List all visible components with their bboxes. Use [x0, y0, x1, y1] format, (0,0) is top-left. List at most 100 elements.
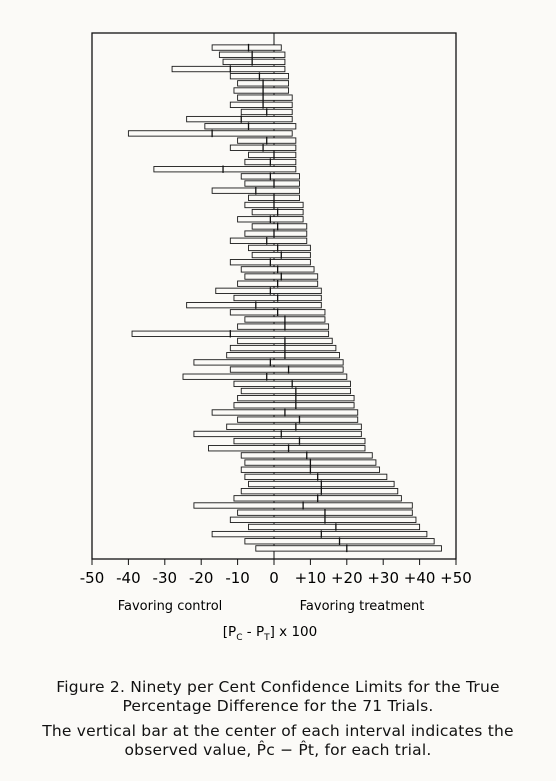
trial-interval	[244, 537, 435, 545]
trial-interval	[229, 516, 417, 524]
interval-bar	[222, 58, 286, 66]
plot-area: -50 -40 -30 -20 -10 0 +10 +20 +30 +40 +50	[80, 32, 472, 587]
interval-bar	[211, 530, 428, 538]
trial-interval	[237, 337, 333, 345]
trial-interval	[211, 43, 282, 52]
trial-interval	[186, 115, 293, 123]
confidence-interval-chart: -50 -40 -30 -20 -10 0 +10 +20 +30 +40 +50 Favoring…	[80, 32, 472, 643]
interval-bar	[248, 523, 421, 531]
trial-interval	[237, 415, 359, 424]
trial-interval	[251, 251, 311, 259]
x-tick-label: -30	[153, 569, 178, 587]
trial-interval	[237, 136, 297, 145]
interval-bar	[127, 130, 293, 137]
interval-bar	[237, 416, 359, 423]
trial-interval	[215, 287, 322, 295]
trial-interval	[244, 158, 297, 166]
trial-interval	[237, 279, 319, 288]
interval-bar	[229, 101, 293, 108]
interval-bar	[229, 516, 417, 523]
x-tick-label: +30	[367, 569, 399, 587]
interval-bar	[171, 65, 286, 73]
trial-interval	[127, 129, 293, 138]
trial-interval	[240, 466, 381, 474]
figure-caption-title: Figure 2. Ninety per Cent Confidence Lim…	[56, 678, 500, 696]
interval-bar	[248, 151, 297, 159]
trial-interval	[251, 208, 304, 216]
trial-interval	[233, 401, 355, 410]
trial-interval	[255, 544, 442, 553]
trial-interval	[237, 93, 293, 102]
interval-bar	[233, 402, 355, 409]
trial-interval	[233, 294, 322, 302]
trial-interval	[226, 423, 362, 431]
interval-bar	[186, 115, 293, 123]
x-tick-label: 0	[269, 569, 279, 587]
trial-interval	[233, 86, 290, 95]
trial-interval	[248, 244, 311, 252]
trial-interval	[171, 65, 286, 73]
trial-interval	[244, 473, 388, 481]
figure-caption-body: The vertical bar at the center of each i…	[42, 722, 514, 740]
trial-interval	[240, 172, 300, 181]
favoring-control-label: Favoring control	[118, 599, 223, 614]
x-axis-ticks: -50 -40 -30 -20 -10 0 +10 +20 +30 +40 +50	[80, 559, 472, 587]
trial-interval	[244, 201, 304, 209]
interval-bar	[251, 223, 308, 230]
interval-bar	[255, 545, 442, 552]
trial-interval	[226, 351, 340, 359]
trial-interval	[240, 387, 351, 395]
interval-bar	[211, 44, 282, 51]
x-tick-label: -20	[189, 569, 214, 587]
interval-bar	[244, 473, 388, 481]
x-tick-label: +10	[295, 569, 327, 587]
interval-bar	[226, 352, 340, 359]
trial-interval	[248, 523, 421, 531]
interval-bar	[229, 237, 308, 244]
interval-bar	[182, 373, 348, 380]
trial-interval	[237, 508, 413, 517]
trial-interval	[222, 58, 286, 66]
trial-interval	[229, 101, 293, 109]
interval-bar	[193, 430, 362, 438]
trial-interval	[229, 72, 290, 80]
trial-interval	[186, 301, 322, 309]
interval-bar	[215, 287, 322, 294]
trial-interval	[244, 315, 326, 324]
trial-interval	[233, 494, 402, 503]
interval-bar	[233, 87, 290, 94]
trial-interval	[218, 51, 286, 59]
trial-interval	[244, 179, 300, 188]
figure-caption-title-cont: Percentage Difference for the 71 Trials.	[122, 697, 434, 715]
interval-bars	[127, 43, 442, 553]
trial-interval	[237, 215, 304, 223]
interval-bar	[193, 359, 344, 366]
interval-bar	[204, 123, 297, 130]
interval-bar	[248, 244, 311, 252]
figure-caption-body-cont: observed value, P̂c − P̂t, for each tria…	[124, 741, 432, 759]
x-tick-label: -50	[80, 569, 105, 587]
trial-interval	[240, 487, 399, 495]
interval-bar	[226, 423, 362, 430]
x-tick-label: +20	[331, 569, 363, 587]
trial-interval	[248, 480, 395, 488]
trial-interval	[233, 437, 366, 445]
trial-interval	[233, 380, 351, 388]
trial-interval	[131, 330, 330, 338]
trial-interval	[244, 272, 319, 281]
interval-bar	[237, 323, 330, 330]
trial-interval	[211, 408, 359, 417]
trial-interval	[248, 194, 300, 202]
interval-bar	[244, 180, 300, 187]
trial-interval	[229, 144, 297, 152]
interval-bar	[208, 445, 366, 452]
trial-interval	[229, 308, 326, 317]
trial-interval	[193, 501, 413, 510]
x-tick-label: +40	[404, 569, 436, 587]
trial-interval	[248, 151, 297, 159]
x-tick-label: +50	[440, 569, 472, 587]
interval-bar	[244, 230, 308, 237]
trial-interval	[208, 444, 366, 452]
interval-bar	[186, 302, 322, 309]
trial-interval	[237, 394, 355, 402]
